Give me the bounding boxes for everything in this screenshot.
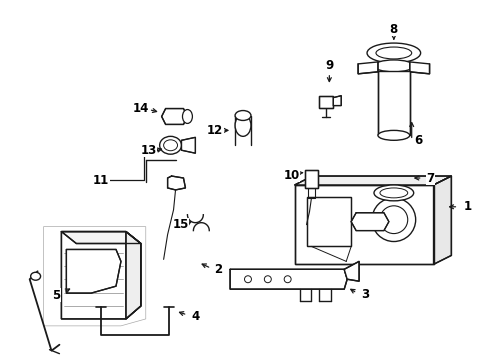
Text: 1: 1: [462, 200, 470, 213]
Ellipse shape: [244, 276, 251, 283]
Text: 3: 3: [360, 288, 368, 301]
Polygon shape: [304, 170, 318, 188]
Polygon shape: [357, 62, 377, 74]
Polygon shape: [306, 197, 350, 247]
Polygon shape: [409, 62, 428, 74]
Ellipse shape: [31, 272, 41, 280]
Polygon shape: [61, 231, 141, 319]
Polygon shape: [162, 109, 187, 125]
Polygon shape: [167, 176, 185, 190]
Polygon shape: [377, 71, 409, 135]
Ellipse shape: [377, 130, 409, 140]
Polygon shape: [333, 96, 341, 105]
Text: 6: 6: [414, 134, 422, 147]
Text: 10: 10: [283, 168, 299, 181]
Ellipse shape: [163, 140, 177, 151]
Ellipse shape: [160, 136, 181, 154]
Circle shape: [379, 206, 407, 234]
Ellipse shape: [373, 60, 413, 72]
Polygon shape: [181, 137, 195, 153]
Polygon shape: [433, 176, 450, 264]
Text: 8: 8: [389, 23, 397, 36]
Text: 5: 5: [52, 289, 61, 302]
Text: 12: 12: [207, 124, 223, 137]
Ellipse shape: [373, 185, 413, 201]
Polygon shape: [319, 96, 333, 108]
Text: 15: 15: [172, 218, 188, 231]
Ellipse shape: [284, 276, 290, 283]
Polygon shape: [350, 213, 388, 231]
Ellipse shape: [379, 188, 407, 198]
Text: 11: 11: [93, 174, 109, 186]
Ellipse shape: [182, 109, 192, 123]
Text: 9: 9: [325, 59, 333, 72]
Polygon shape: [344, 261, 358, 281]
Text: 14: 14: [132, 102, 149, 115]
Ellipse shape: [366, 43, 420, 63]
Polygon shape: [43, 227, 145, 326]
Ellipse shape: [264, 276, 271, 283]
Polygon shape: [230, 269, 346, 289]
Ellipse shape: [235, 111, 250, 121]
Polygon shape: [294, 176, 450, 185]
Polygon shape: [126, 231, 141, 319]
Text: 2: 2: [214, 263, 222, 276]
Text: 7: 7: [426, 171, 434, 185]
Polygon shape: [61, 231, 141, 243]
Ellipse shape: [375, 47, 411, 59]
Text: 13: 13: [141, 144, 157, 157]
Ellipse shape: [235, 114, 250, 136]
Polygon shape: [294, 185, 433, 264]
Polygon shape: [66, 249, 121, 293]
Circle shape: [371, 198, 415, 242]
Text: 4: 4: [191, 310, 199, 323]
